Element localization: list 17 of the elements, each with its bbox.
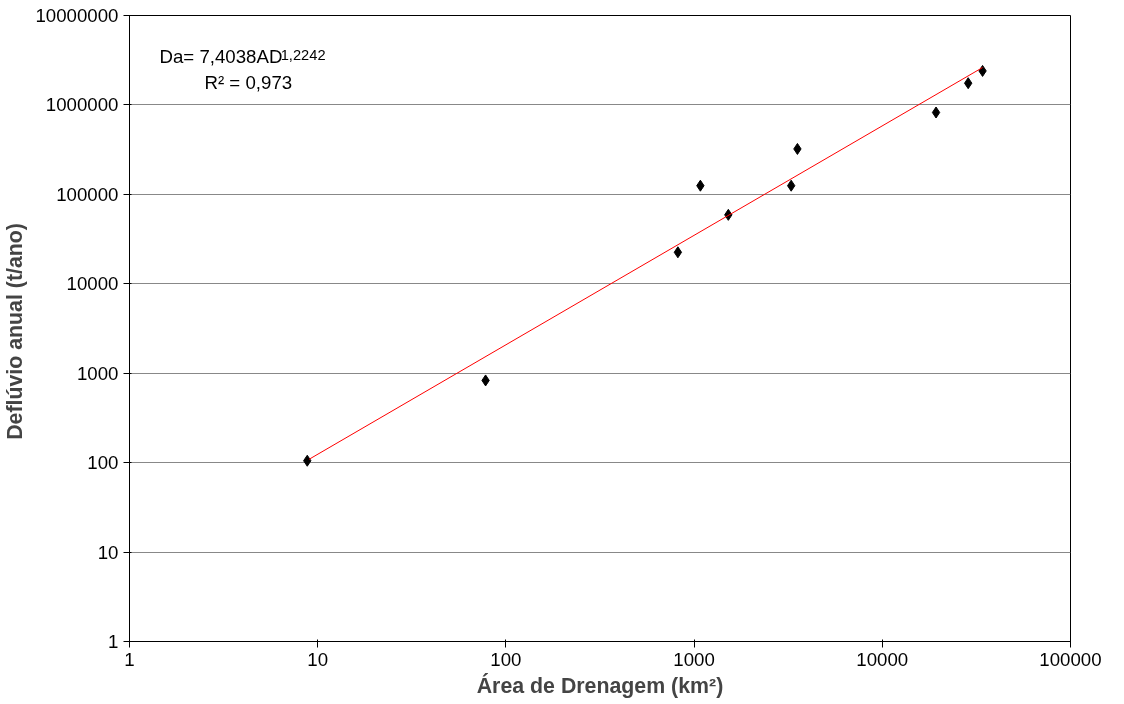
y-tick-label: 100000: [56, 183, 119, 205]
y-tick-label: 10: [97, 541, 119, 563]
x-tick-label: 100: [490, 648, 522, 670]
x-tick-label: 1000: [673, 648, 715, 670]
y-tick-label: 1000000: [45, 94, 119, 116]
x-tick-label: 100000: [1039, 648, 1102, 670]
annotation: R² = 0,973: [204, 71, 293, 93]
y-tick-label: 10000000: [35, 5, 119, 26]
y-axis-title: Deflúvio anual (t/ano): [3, 223, 28, 440]
x-tick-label: 10000: [856, 648, 909, 670]
y-tick-label: 1: [108, 631, 119, 652]
x-axis-title: Área de Drenagem (km²): [476, 672, 724, 698]
y-tick-label: 10000: [66, 273, 119, 295]
x-tick-label: 1: [124, 648, 135, 670]
y-tick-label: 1000: [77, 362, 119, 384]
y-tick-label: 100: [87, 452, 119, 474]
x-tick-label: 10: [307, 648, 329, 670]
